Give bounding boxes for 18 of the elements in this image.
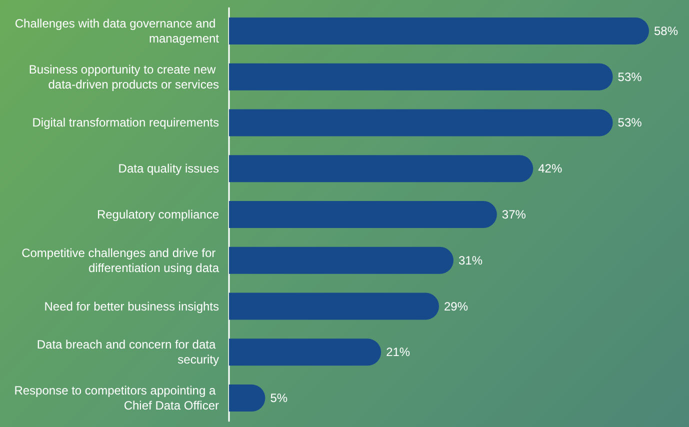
- data-label: 31%: [458, 253, 483, 268]
- y-tick-label: Challenges with data governance and management: [14, 16, 220, 46]
- y-tick-label: Need for better business insights: [44, 299, 219, 314]
- data-label: 5%: [270, 391, 288, 406]
- data-label: 42%: [538, 162, 562, 176]
- y-tick-label: Regulatory compliance: [96, 208, 220, 222]
- y-tick-label: Digital transformation requirements: [32, 116, 219, 130]
- data-label: 29%: [444, 299, 468, 314]
- y-tick-label: Data breach and concern for data security: [36, 338, 219, 367]
- data-label: 58%: [654, 24, 678, 38]
- data-label: 53%: [618, 70, 642, 84]
- y-tick-label: Data quality issues: [118, 162, 219, 176]
- data-label: 37%: [502, 208, 526, 222]
- y-tick-label: Business opportunity to create new data-driven products or services: [28, 62, 219, 92]
- data-label: 21%: [386, 345, 410, 360]
- data-label: 53%: [618, 116, 642, 130]
- y-tick-label: Response to competitors appointing a Chief Data Officer: [14, 384, 219, 413]
- y-tick-label: Competitive challenges and drive for differentiation using data: [22, 246, 220, 275]
